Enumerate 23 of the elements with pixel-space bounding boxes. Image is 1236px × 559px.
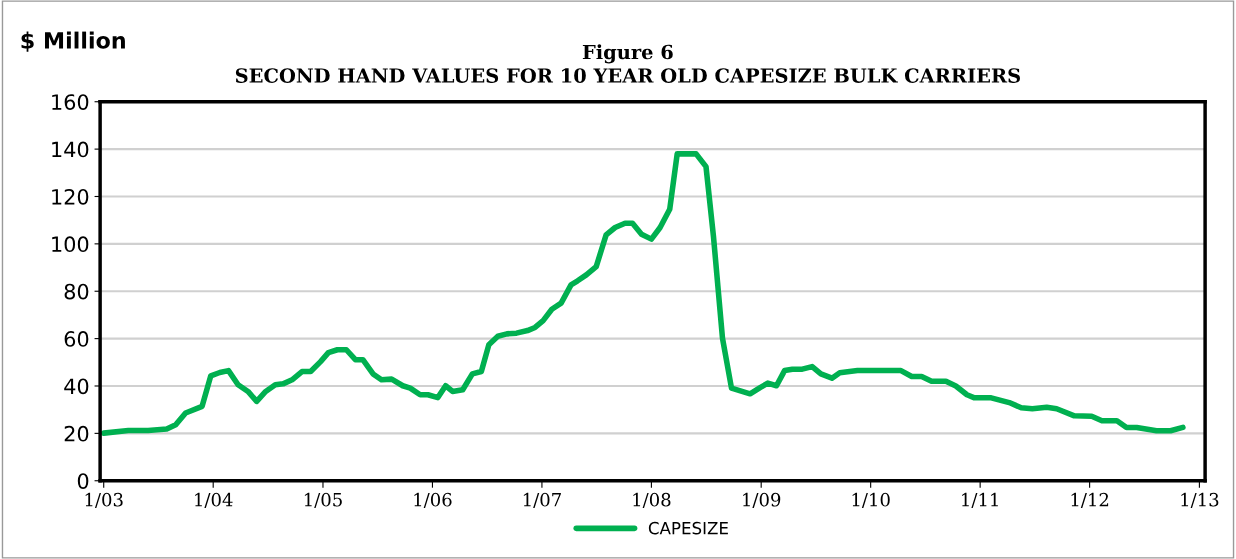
y-tick-label: 0 bbox=[77, 473, 89, 489]
y-tick-label: 40 bbox=[64, 378, 89, 395]
y-tick-label: 80 bbox=[64, 283, 89, 300]
x-tick-label: 1/05 bbox=[304, 492, 342, 508]
x-tick-label: 1/12 bbox=[1071, 492, 1109, 508]
y-tick-label: 140 bbox=[52, 141, 89, 158]
x-tick-label: 1/07 bbox=[523, 492, 561, 508]
x-tick-label: 1/04 bbox=[195, 492, 233, 508]
y-tick-label: 160 bbox=[52, 94, 89, 110]
x-tick-label: 1/13 bbox=[1181, 492, 1219, 508]
y-tick-label: 100 bbox=[52, 236, 89, 253]
x-tick-label: 1/10 bbox=[852, 492, 890, 508]
x-tick-label: 1/11 bbox=[962, 492, 998, 508]
y-tick-label: 20 bbox=[64, 425, 89, 442]
legend-label: CAPESIZE bbox=[648, 521, 728, 535]
y-tick-label: 60 bbox=[64, 331, 89, 347]
x-tick-label: 1/08 bbox=[633, 492, 671, 508]
x-tick-label: 1/09 bbox=[743, 492, 781, 508]
chart-title: Figure 6 SECOND HAND VALUES FOR 10 YEAR OLD CAPESIZE BULK CARRIERS bbox=[235, 44, 1020, 83]
y-tick-label: 120 bbox=[52, 188, 89, 205]
y-axis-title: $ Million bbox=[21, 31, 125, 52]
x-tick-label: 1/06 bbox=[414, 492, 452, 508]
x-tick-label: 1/03 bbox=[85, 492, 123, 508]
